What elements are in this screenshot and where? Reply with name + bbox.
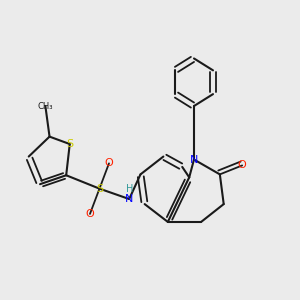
Text: O: O (238, 160, 247, 170)
Text: S: S (66, 139, 73, 149)
Text: N: N (190, 154, 198, 164)
Text: N: N (125, 194, 134, 204)
Text: O: O (105, 158, 113, 168)
Text: S: S (96, 184, 103, 194)
Text: O: O (85, 209, 94, 219)
Text: CH₃: CH₃ (38, 101, 53, 110)
Text: H: H (125, 184, 133, 194)
